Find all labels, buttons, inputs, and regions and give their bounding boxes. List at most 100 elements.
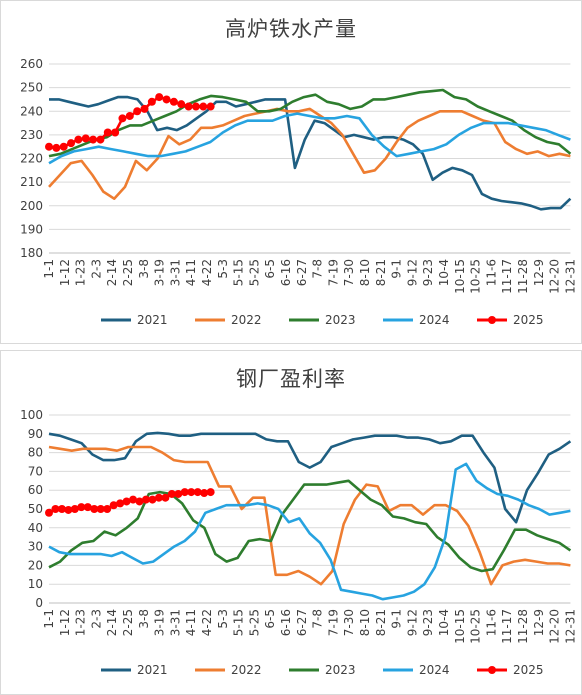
point-2025 bbox=[140, 104, 149, 113]
x-tick-label: 1-1 bbox=[42, 609, 56, 629]
steel-mill-profit-chart: 0 10 20 30 40 50 60 70 80 90 100 1-1 1-12 1-23 2-3 2-14… bbox=[20, 408, 577, 677]
point-2025 bbox=[174, 489, 183, 498]
point-2025 bbox=[169, 97, 178, 106]
point-2025 bbox=[89, 135, 98, 144]
point-2025 bbox=[116, 499, 125, 508]
y-tick-label: 10 bbox=[28, 577, 43, 591]
x-tick-label: 12-31 bbox=[563, 259, 577, 294]
x-tick-label: 6-16 bbox=[279, 259, 293, 286]
y-tick-label: 200 bbox=[20, 199, 43, 213]
x-tick-label: 4-11 bbox=[184, 609, 198, 636]
x-tick-label: 1-12 bbox=[58, 609, 72, 636]
point-2025 bbox=[167, 489, 176, 498]
point-2025 bbox=[199, 102, 208, 111]
legend-label-2023: 2023 bbox=[325, 663, 356, 677]
point-2025 bbox=[64, 505, 73, 514]
x-tick-label: 3-19 bbox=[153, 259, 167, 286]
point-2025 bbox=[83, 503, 92, 512]
point-2025 bbox=[103, 128, 112, 137]
series-line-2023 bbox=[48, 479, 572, 573]
point-2025 bbox=[193, 488, 202, 497]
legend-label-2021: 2021 bbox=[137, 663, 168, 677]
x-tick-label: 10-25 bbox=[469, 609, 483, 644]
legend: 2021 2022 2023 2024 2025 bbox=[101, 313, 544, 327]
x-tick-label: 3-19 bbox=[153, 609, 167, 636]
point-2025 bbox=[96, 135, 105, 144]
x-tick-label: 3-8 bbox=[137, 609, 151, 629]
y-tick-label: 20 bbox=[28, 558, 43, 572]
x-tick-label: 9-23 bbox=[421, 609, 435, 636]
point-2025 bbox=[154, 493, 163, 502]
x-tick-label: 8-10 bbox=[358, 259, 372, 286]
point-2025 bbox=[81, 134, 90, 143]
point-2025 bbox=[129, 495, 138, 504]
y-tick-label: 40 bbox=[28, 521, 43, 535]
gridlines bbox=[49, 63, 571, 254]
point-2025 bbox=[141, 495, 150, 504]
y-tick-label: 250 bbox=[20, 81, 43, 95]
x-tick-label: 1-23 bbox=[74, 609, 88, 636]
y-tick-label: 70 bbox=[28, 464, 43, 478]
point-2025 bbox=[96, 505, 105, 513]
x-tick-label: 10-15 bbox=[453, 609, 467, 644]
legend-label-2022: 2022 bbox=[231, 663, 262, 677]
legend-marker-2025 bbox=[488, 316, 496, 324]
x-tick-label: 10-4 bbox=[437, 259, 451, 286]
x-tick-label: 7-8 bbox=[311, 609, 325, 629]
series-line-2022 bbox=[48, 445, 571, 586]
x-tick-label: 12-31 bbox=[563, 609, 577, 644]
x-tick-label: 11-17 bbox=[500, 259, 514, 294]
x-tick-label: 3-31 bbox=[168, 259, 182, 286]
x-tick-label: 8-21 bbox=[374, 259, 388, 286]
x-tick-label: 3-31 bbox=[168, 609, 182, 636]
series-line-2024 bbox=[48, 462, 571, 601]
y-tick-label: 30 bbox=[28, 540, 43, 554]
legend-label-2023: 2023 bbox=[325, 313, 356, 327]
legend: 2021 2022 2023 2024 2025 bbox=[101, 663, 544, 677]
point-2025 bbox=[122, 497, 131, 506]
x-tick-label: 2-14 bbox=[105, 609, 119, 636]
point-2025 bbox=[67, 139, 76, 148]
x-tick-label: 9-1 bbox=[390, 259, 404, 279]
ironwater-output-panel: 高炉铁水产量 180 190 200 210 220 230 240 250 260 1-1 1-1… bbox=[0, 0, 582, 344]
x-tick-label: 7-30 bbox=[342, 259, 356, 286]
y-tick-label: 260 bbox=[20, 57, 43, 71]
legend-label-2024: 2024 bbox=[419, 663, 450, 677]
point-2025 bbox=[45, 508, 53, 517]
x-tick-label: 2-14 bbox=[105, 259, 119, 286]
point-2025 bbox=[103, 505, 112, 513]
x-tick-label: 7-19 bbox=[326, 609, 340, 636]
x-tick-label: 2-25 bbox=[121, 609, 135, 636]
y-tick-label: 240 bbox=[20, 104, 43, 118]
point-2025 bbox=[177, 100, 186, 109]
x-tick-label: 2-25 bbox=[121, 259, 135, 286]
x-tick-label: 5-25 bbox=[247, 259, 261, 286]
x-tick-label: 4-11 bbox=[184, 259, 198, 286]
legend-label-2025: 2025 bbox=[513, 663, 544, 677]
point-2025 bbox=[191, 102, 200, 111]
point-2025 bbox=[161, 493, 170, 502]
x-tick-label: 1-1 bbox=[42, 259, 56, 279]
point-2025 bbox=[118, 114, 127, 123]
x-tick-label: 5-3 bbox=[216, 609, 230, 629]
series-line-2021 bbox=[49, 95, 572, 211]
point-2025 bbox=[59, 142, 68, 151]
x-tick-label: 12-9 bbox=[532, 259, 546, 286]
x-tick-label: 1-23 bbox=[74, 259, 88, 286]
x-tick-label: 11-17 bbox=[500, 609, 514, 644]
point-2025 bbox=[51, 505, 60, 513]
series-line-2023 bbox=[48, 88, 572, 158]
y-tick-label: 230 bbox=[20, 128, 43, 142]
x-tick-label: 5-25 bbox=[247, 609, 261, 636]
x-tick-label: 11-28 bbox=[516, 609, 530, 644]
y-tick-label: 210 bbox=[20, 175, 43, 189]
x-tick-label: 1-12 bbox=[58, 259, 72, 286]
point-2025 bbox=[133, 107, 142, 116]
point-2025 bbox=[125, 111, 134, 120]
legend-label-2021: 2021 bbox=[137, 313, 168, 327]
point-2025 bbox=[77, 503, 86, 512]
point-2025 bbox=[155, 93, 164, 102]
y-tick-label: 60 bbox=[28, 483, 43, 497]
point-2025 bbox=[109, 501, 118, 510]
